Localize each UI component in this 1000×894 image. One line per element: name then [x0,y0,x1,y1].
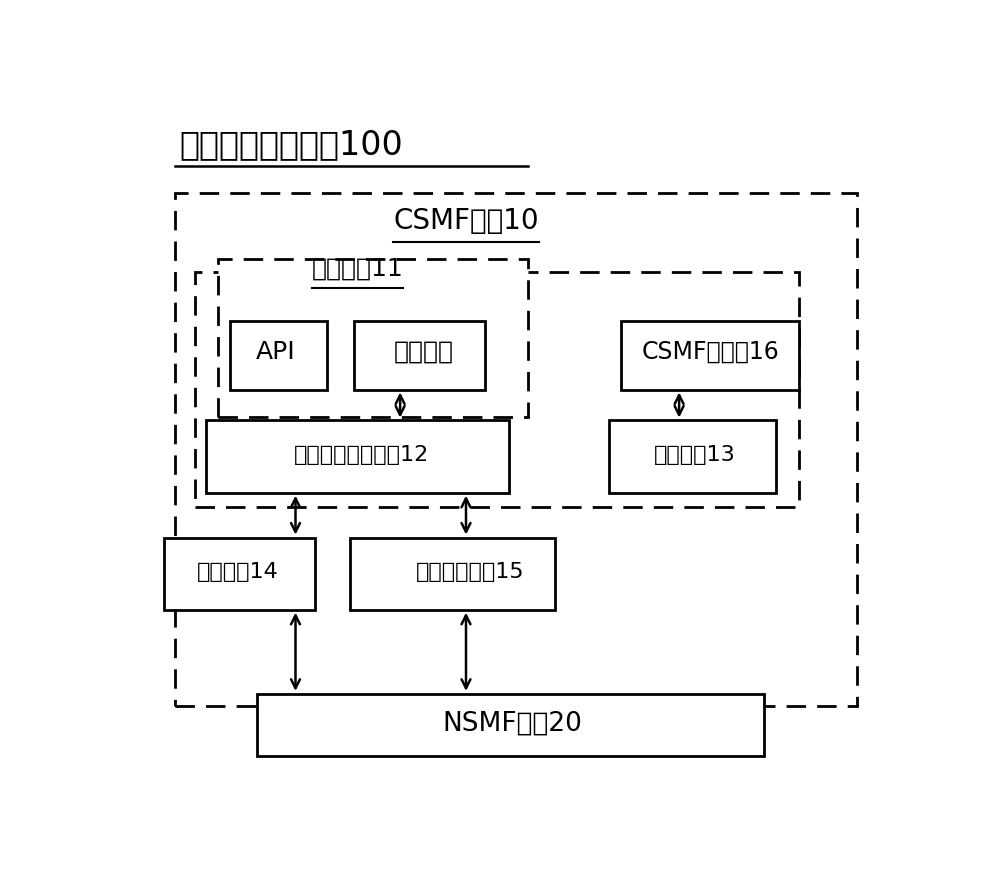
Bar [354,321,485,390]
Text: 计费模块14: 计费模块14 [196,562,278,582]
Text: 操作模块: 操作模块 [393,340,453,364]
Bar [621,321,799,390]
Bar [257,694,764,755]
Bar [175,193,857,706]
Bar [350,537,555,610]
Text: API: API [256,340,296,364]
Bar [206,420,509,493]
Text: 网络切片管理装置100: 网络切片管理装置100 [179,129,403,162]
Text: 数据管理模块15: 数据管理模块15 [416,562,524,582]
Bar [218,258,528,417]
Text: 运维模块13: 运维模块13 [654,445,736,465]
Bar [230,321,326,390]
Bar [164,537,315,610]
Text: CSMF模组10: CSMF模组10 [393,207,539,235]
Text: NSMF模组20: NSMF模组20 [443,711,582,737]
Bar [609,420,776,493]
Text: CSMF管理员16: CSMF管理员16 [641,340,779,364]
Text: 交互模块11: 交互模块11 [312,257,403,281]
Text: 切片实例管理模块12: 切片实例管理模块12 [294,445,429,465]
Bar [195,273,799,507]
